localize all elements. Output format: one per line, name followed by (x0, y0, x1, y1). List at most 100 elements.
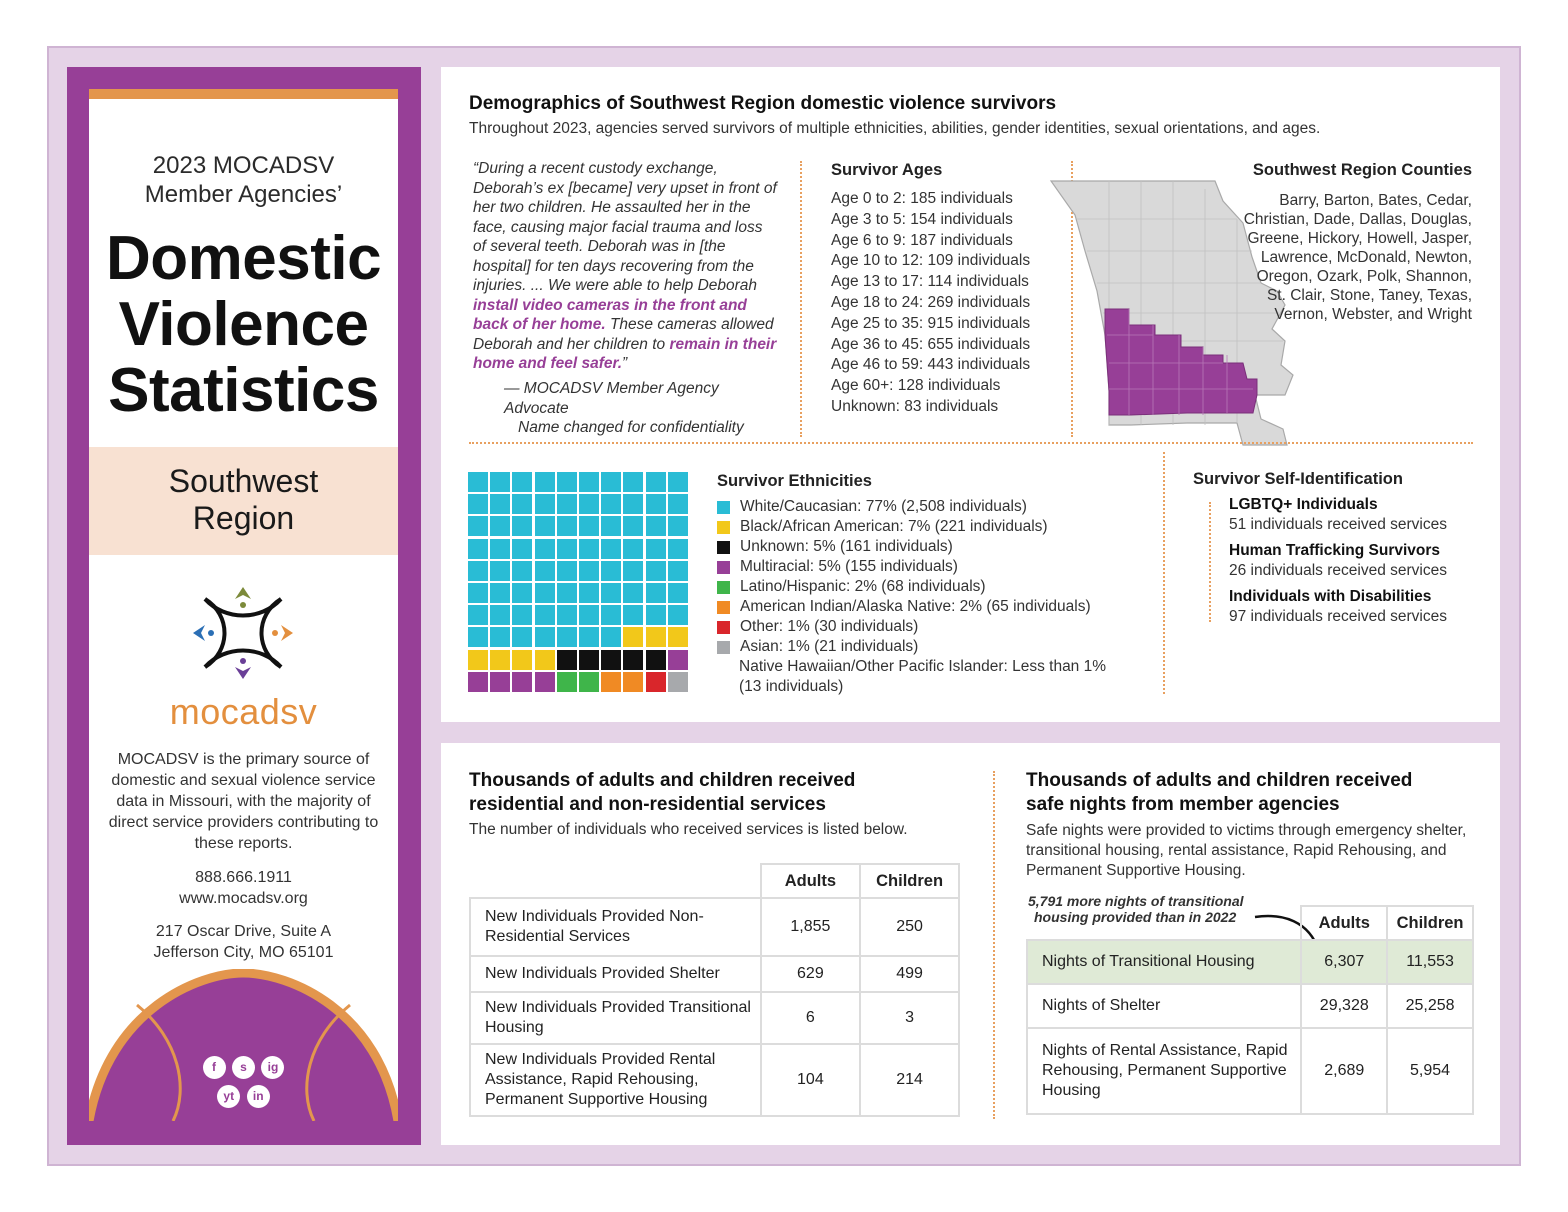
age-item: Age 36 to 45: 655 individuals (831, 335, 1031, 353)
waffle-cell (601, 560, 622, 581)
waffle-cell (601, 671, 622, 692)
address-line-2: Jefferson City, MO 65101 (153, 944, 334, 961)
waffle-cell (667, 605, 688, 626)
spotify-icon[interactable]: s (232, 1056, 255, 1079)
waffle-cell (645, 538, 666, 559)
subtitle-line-2: Member Agencies’ (144, 181, 343, 208)
legend-swatch (717, 620, 730, 634)
report-subtitle: 2023 MOCADSV Member Agencies’ (89, 151, 398, 209)
waffle-cell (534, 627, 555, 648)
waffle-cell (579, 583, 599, 603)
waffle-cell (490, 516, 511, 537)
social-icons: f s ig yt in (89, 1053, 398, 1111)
waffle-cell (534, 560, 555, 581)
age-item: Age 6 to 9: 187 individuals (831, 231, 1013, 249)
waffle-cell (601, 649, 622, 670)
waffle-cell (512, 560, 533, 581)
waffle-cell (667, 649, 688, 670)
safe-nights-table: Adults Children Nights of Transitional H… (1025, 905, 1474, 1115)
legend-swatch (717, 560, 730, 574)
waffle-cell (534, 538, 555, 559)
age-item: Age 0 to 2: 185 individuals (831, 190, 1013, 207)
ages-list: Age 0 to 2: 185 individuals Age 3 to 5: 1… (831, 189, 1030, 418)
waffle-cell (645, 472, 666, 492)
age-item: Unknown: 83 individuals (831, 397, 999, 415)
waffle-cell (468, 494, 488, 515)
self-id-value: 26 individuals received services (1229, 562, 1447, 579)
waffle-cell (579, 494, 599, 515)
quote-text-1: “During a recent custody exchange, Debor… (473, 160, 777, 294)
waffle-cell (623, 538, 644, 559)
self-id-list: LGBTQ+ Individuals 51 individuals receive… (1193, 495, 1447, 627)
waffle-cell (645, 494, 666, 515)
waffle-cell (556, 560, 577, 581)
ethnicity-legend-item: Multiracial: 5% (155 individuals) (717, 557, 1091, 577)
waffle-cell (468, 671, 488, 692)
waffle-cell (490, 494, 511, 515)
ethnicity-extra: Native Hawaiian/Other Pacific Islander: … (739, 657, 1106, 697)
divider-vertical-3 (1163, 452, 1165, 694)
linkedin-icon[interactable]: in (246, 1085, 270, 1108)
title-line-3: Statistics (108, 356, 379, 425)
age-item: Age 60+: 128 individuals (831, 377, 1001, 395)
waffle-cell (623, 627, 644, 648)
demographics-subtitle: Throughout 2023, agencies served survivo… (469, 120, 1321, 137)
table-cell-children: 499 (859, 955, 960, 993)
waffle-cell (601, 605, 622, 626)
waffle-cell (667, 494, 688, 515)
ethnicity-legend-item: Black/African American: 7% (221 individu… (717, 517, 1091, 537)
waffle-cell (579, 538, 599, 559)
waffle-cell (667, 538, 688, 559)
ethnicity-legend-item: Asian: 1% (21 individuals) (717, 637, 1091, 657)
waffle-cell (579, 671, 599, 692)
self-id-bracket (1209, 496, 1221, 626)
table-row: Nights of Rental Assistance, Rapid Rehou… (1025, 1027, 1474, 1115)
waffle-cell (645, 627, 666, 648)
table-cell-children: 5,954 (1386, 1027, 1474, 1115)
youtube-icon[interactable]: yt (217, 1085, 241, 1108)
table-cell-label: New Individuals Provided Shelter (469, 955, 762, 993)
waffle-cell (556, 472, 577, 492)
waffle-cell (601, 472, 622, 492)
services-header-children: Children (859, 863, 960, 899)
nights-header-children: Children (1386, 905, 1474, 941)
counties-list: Barry, Barton, Bates, Cedar, Christian, … (1243, 192, 1472, 323)
annotation-line-1: 5,791 more nights of transitional (1028, 893, 1244, 909)
demographics-panel: Demographics of Southwest Region domesti… (441, 67, 1500, 722)
instagram-icon[interactable]: ig (261, 1056, 285, 1079)
waffle-cell (468, 538, 488, 559)
services-panel: Thousands of adults and children receive… (441, 743, 1500, 1145)
waffle-cell (534, 583, 555, 603)
website-link[interactable]: www.mocadsv.org (179, 890, 308, 907)
legend-label: American Indian/Alaska Native: 2% (65 in… (740, 598, 1091, 615)
services-title-line-2: residential and non-residential services (469, 794, 826, 815)
waffle-cell (645, 516, 666, 537)
waffle-cell (468, 583, 488, 603)
waffle-cell (534, 605, 555, 626)
table-row: Nights of Transitional Housing 6,307 11,55… (1025, 939, 1474, 985)
waffle-cell (490, 472, 511, 492)
region-line-2: Region (192, 500, 295, 536)
waffle-cell (645, 649, 666, 670)
facebook-icon[interactable]: f (202, 1056, 226, 1079)
waffle-cell (512, 538, 533, 559)
phone-number[interactable]: 888.666.1911 (195, 869, 292, 886)
table-cell-adults: 6 (759, 991, 862, 1045)
waffle-cell (579, 627, 599, 648)
services-table: Adults Children New Individuals Provided… (469, 863, 960, 1117)
waffle-cell (601, 583, 622, 603)
waffle-cell (556, 671, 577, 692)
self-identification: Survivor Self-Identification LGBTQ+ Indi… (1193, 470, 1447, 627)
waffle-cell (468, 605, 488, 626)
services-header-adults: Adults (759, 863, 862, 899)
waffle-cell (534, 494, 555, 515)
waffle-cell (468, 560, 488, 581)
legend-swatch (717, 540, 730, 554)
waffle-cell (667, 472, 688, 492)
quote-text-2: These cameras allowed Deborah and her ch… (473, 316, 774, 353)
waffle-cell (534, 649, 555, 670)
legend-label: White/Caucasian: 77% (2,508 individuals) (740, 498, 1027, 515)
table-cell-adults: 629 (759, 955, 862, 993)
waffle-cell (623, 605, 644, 626)
table-cell-children: 11,553 (1386, 939, 1474, 985)
